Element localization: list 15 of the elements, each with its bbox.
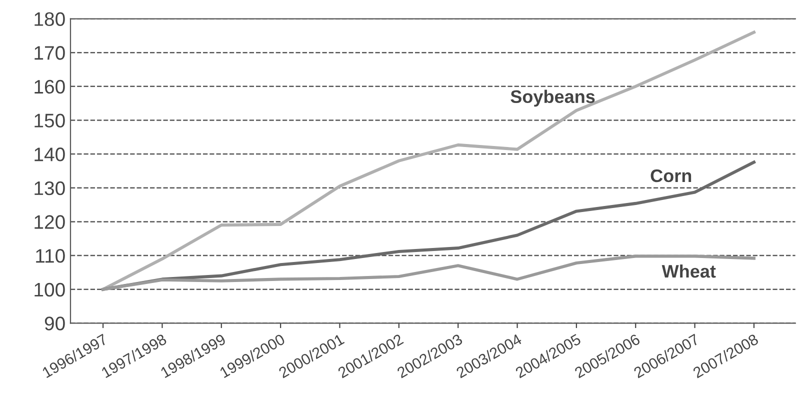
y-tick-label: 100 — [34, 282, 65, 297]
y-tick-label: 160 — [34, 80, 65, 94]
y-tick-label: 130 — [34, 181, 65, 196]
y-tick-label: 110 — [36, 248, 65, 263]
line-series — [102, 254, 756, 291]
y-tick-label: 170 — [34, 46, 65, 60]
y-tick-label: 90 — [44, 316, 65, 330]
series-label: Soybeans — [510, 90, 595, 107]
series-label: Wheat — [662, 264, 716, 278]
y-tick-label: 150 — [34, 114, 65, 128]
y-tick-label: 140 — [34, 148, 65, 162]
line-series — [102, 30, 756, 291]
series-label: Corn — [650, 169, 692, 182]
y-tick-label: 120 — [34, 215, 65, 229]
y-tick-label: 180 — [34, 12, 65, 26]
